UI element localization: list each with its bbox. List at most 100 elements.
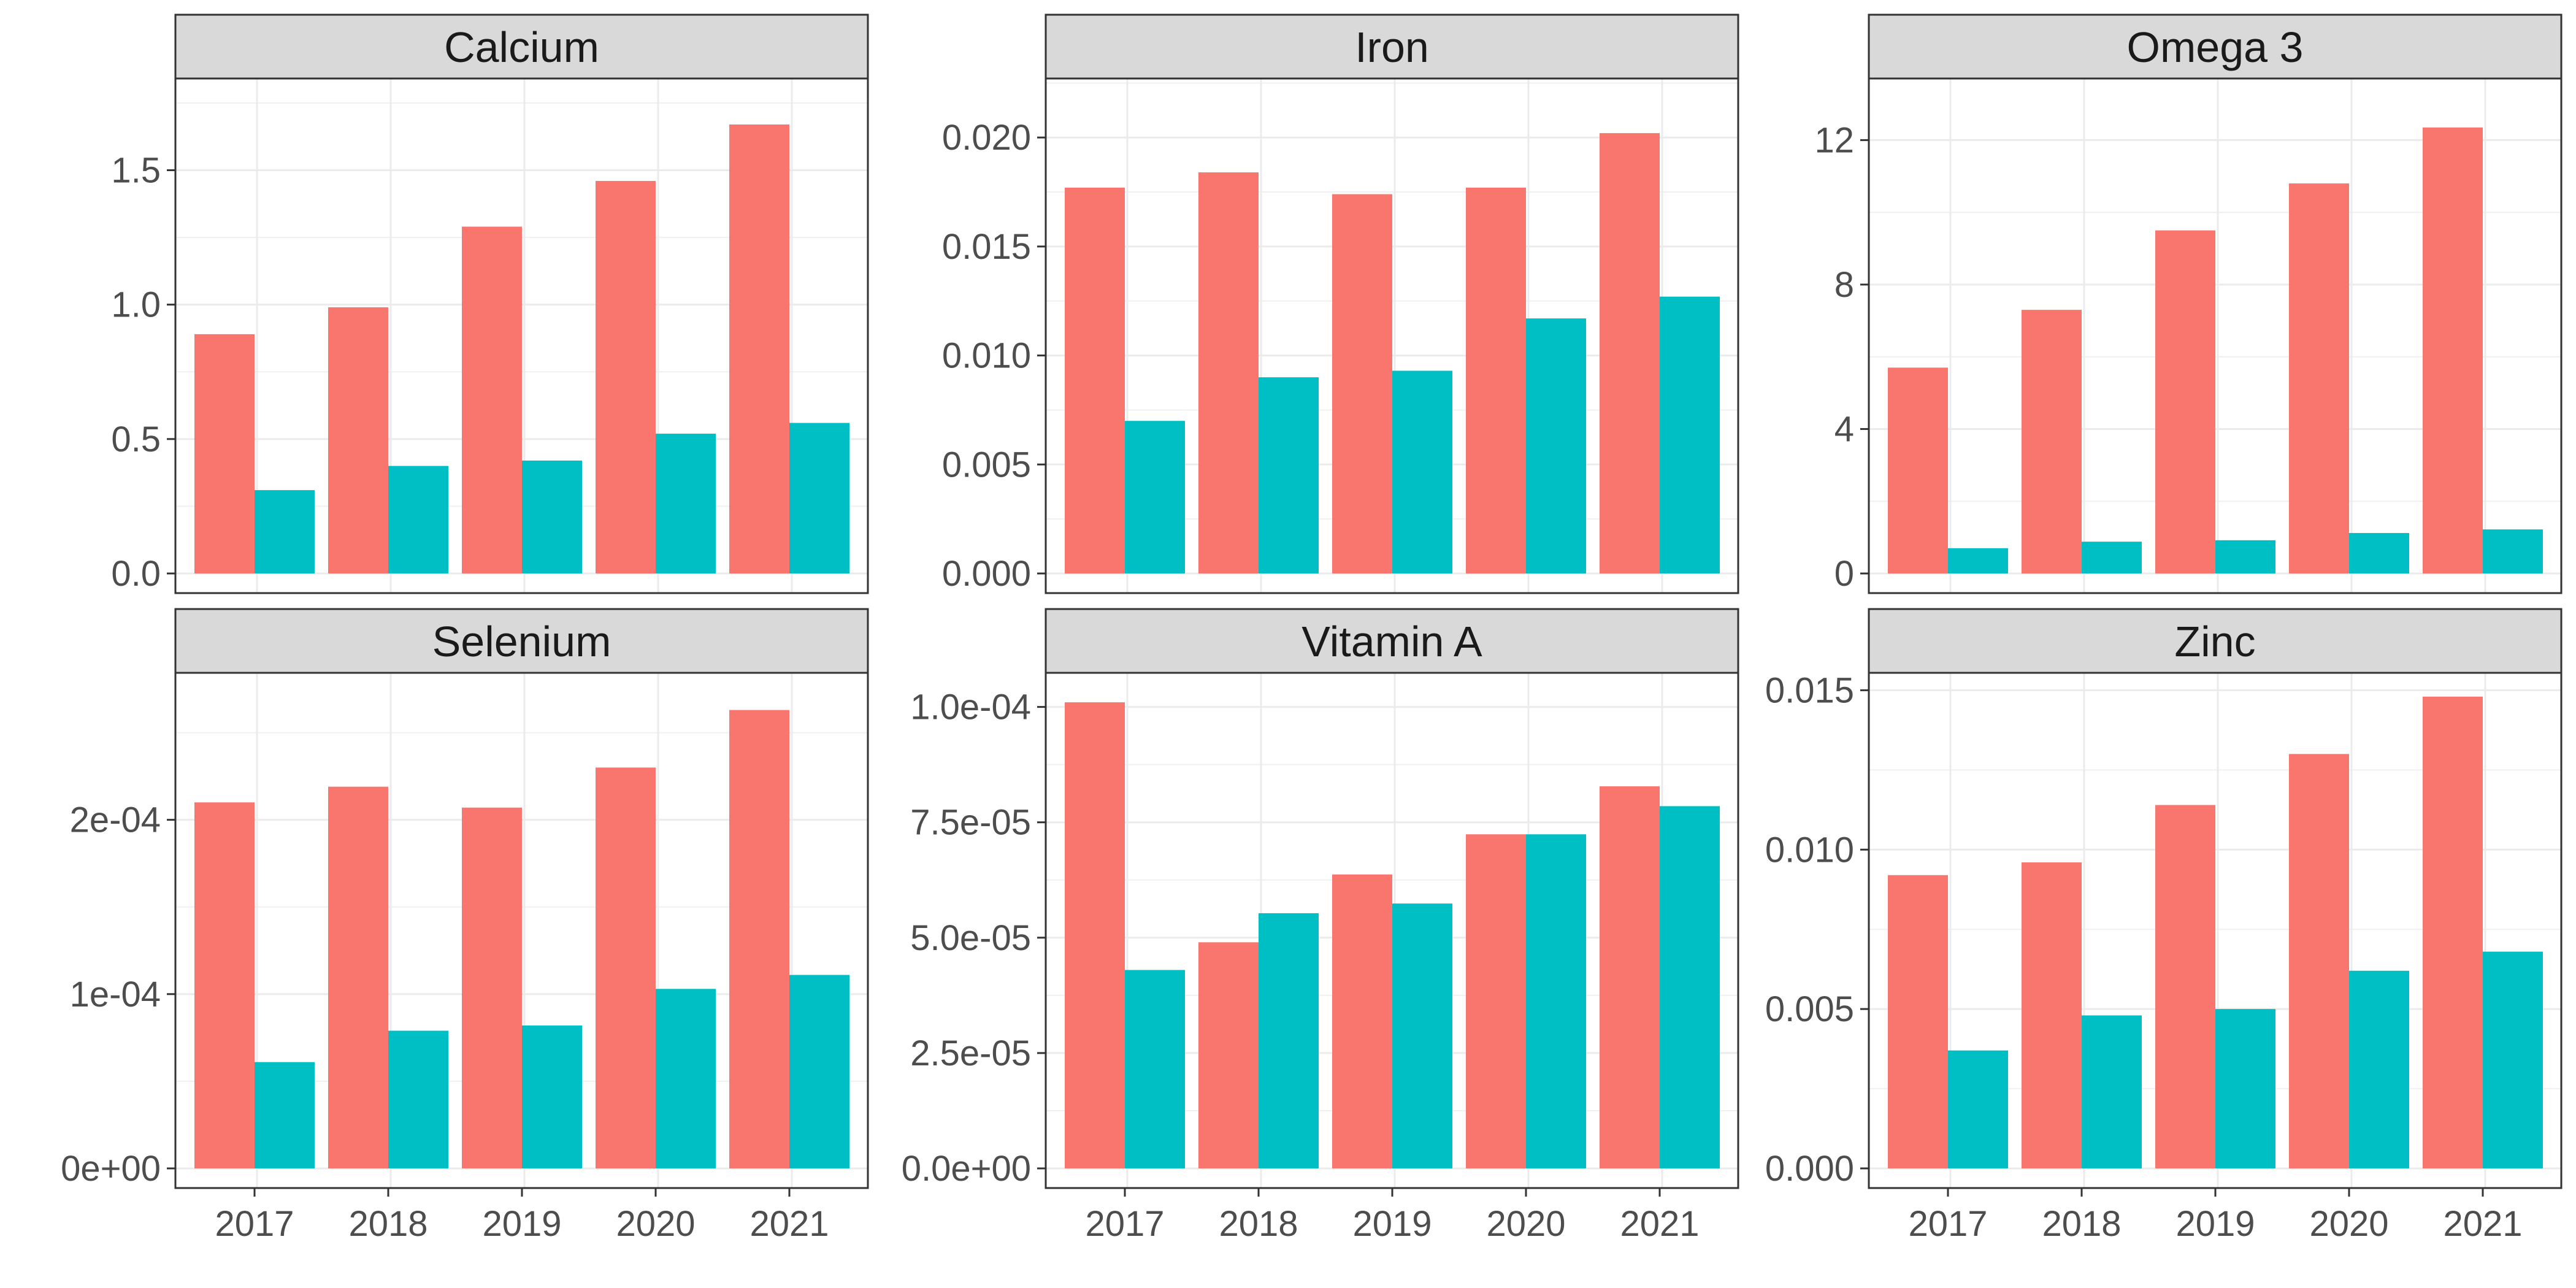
strip-title: Iron [1355,23,1429,71]
y-tick-label: 1.0e-04 [910,688,1031,727]
y-tick-label: 0.015 [942,227,1031,267]
bar-selenium-2019-s2 [522,1025,582,1168]
bar-calcium-2021-s2 [789,423,849,573]
bar-calcium-2017-s1 [194,334,255,573]
bar-selenium-2018-s2 [388,1030,448,1168]
y-tick-label: 0.010 [942,336,1031,376]
panel-zinc: 0.000 0.005 0.010 0.015 Zinc 2017 2018 2019 2020… [1765,608,2563,1244]
bar-calcium-2021-s1 [729,124,789,573]
bar-vitamin-a-2017-s1 [1065,702,1125,1168]
bar-calcium-2019-s1 [462,226,522,573]
bar-zinc-2020-s1 [2289,754,2349,1168]
bar-iron-2018-s2 [1259,377,1319,573]
strip-title: Vitamin A [1301,618,1482,665]
bar-omega-3-2020-s2 [2349,533,2409,573]
y-tick-label: 8 [1834,265,1854,305]
bar-iron-2021-s2 [1660,296,1720,573]
bar-vitamin-a-2017-s2 [1125,970,1185,1168]
bar-omega-3-2020-s1 [2289,183,2349,573]
bar-selenium-2017-s2 [255,1062,315,1168]
bar-iron-2021-s1 [1600,133,1660,574]
bar-vitamin-a-2020-s1 [1466,834,1526,1168]
bar-omega-3-2018-s2 [2082,542,2142,573]
y-tick-label: 0.000 [942,554,1031,594]
y-tick-label: 5.0e-05 [910,918,1031,958]
bar-selenium-2020-s1 [596,767,656,1168]
y-tick-label: 2e-04 [70,800,161,840]
bar-zinc-2017-s2 [1948,1050,2008,1168]
y-tick-label: 1.0 [111,285,161,325]
x-tick-label: 2017 [215,1204,294,1244]
y-tick-label: 0e+00 [61,1149,161,1189]
panel-vitamin-a: 0.0e+00 2.5e-05 5.0e-05 7.5e-05 1.0e-04 Vitam… [902,608,1739,1244]
bar-calcium-2017-s2 [255,490,315,573]
y-tick-label: 0.0e+00 [902,1149,1031,1189]
y-tick-label: 0.5 [111,420,161,459]
strip-background [1045,13,1739,80]
panel-selenium: 0e+00 1e-04 2e-04 Selenium 2017 2018 2019 2020 2… [61,608,869,1244]
strip-background [1045,608,1739,674]
bar-selenium-2017-s1 [194,802,255,1168]
bar-vitamin-a-2018-s2 [1259,913,1319,1168]
y-tick-label: 7.5e-05 [910,803,1031,843]
bar-zinc-2019-s2 [2215,1009,2275,1168]
bar-zinc-2020-s2 [2349,970,2409,1168]
bar-iron-2017-s2 [1125,421,1185,573]
bar-vitamin-a-2020-s2 [1526,834,1586,1168]
y-tick-label: 0.020 [942,118,1031,158]
bar-vitamin-a-2019-s2 [1392,903,1452,1168]
y-tick-label: 4 [1834,409,1854,449]
strip-title: Zinc [2174,618,2255,665]
bar-omega-3-2018-s1 [2022,310,2082,573]
strip-title: Selenium [432,618,611,665]
bar-zinc-2018-s2 [2082,1015,2142,1168]
strip-background [174,13,869,80]
strip-background [174,608,869,674]
bar-iron-2018-s1 [1198,172,1259,573]
y-tick-label: 0.005 [942,445,1031,485]
bar-vitamin-a-2019-s1 [1332,874,1392,1168]
y-tick-label: 2.5e-05 [910,1033,1031,1073]
bar-omega-3-2019-s2 [2215,540,2275,573]
x-tick-label: 2021 [1620,1204,1699,1244]
bar-zinc-2017-s1 [1888,875,1948,1168]
bar-vitamin-a-2021-s2 [1660,806,1720,1168]
bar-iron-2020-s1 [1466,187,1526,573]
panel-calcium: 0.0 0.5 1.0 1.5 Calcium [111,13,869,594]
bar-calcium-2019-s2 [522,460,582,573]
bar-calcium-2020-s2 [656,434,716,573]
bar-calcium-2018-s2 [388,466,448,573]
x-tick-label: 2018 [2042,1204,2121,1244]
bar-selenium-2020-s2 [656,989,716,1168]
strip-background [1868,13,2563,80]
bar-selenium-2021-s1 [729,710,789,1168]
y-tick-label: 0.015 [1765,670,1854,710]
bar-zinc-2021-s2 [2483,951,2543,1168]
x-tick-label: 2020 [616,1204,695,1244]
x-tick-label: 2017 [1085,1204,1164,1244]
y-tick-label: 0.0 [111,554,161,594]
x-tick-label: 2020 [2309,1204,2388,1244]
x-tick-label: 2019 [2175,1204,2255,1244]
y-tick-label: 0 [1834,554,1854,594]
x-tick-label: 2017 [1908,1204,1987,1244]
y-tick-label: 12 [1814,120,1854,160]
bar-selenium-2019-s1 [462,807,522,1168]
strip-title: Calcium [444,23,599,71]
bar-selenium-2021-s2 [789,975,849,1168]
bar-vitamin-a-2018-s1 [1198,942,1259,1168]
bar-zinc-2021-s1 [2423,696,2483,1168]
bar-omega-3-2021-s1 [2423,127,2483,573]
bar-selenium-2018-s1 [328,786,388,1168]
x-tick-label: 2020 [1486,1204,1565,1244]
strip-background [1868,608,2563,674]
x-tick-label: 2021 [2443,1204,2522,1244]
panel-omega-3: 0 4 8 12 Omega 3 [1814,13,2563,594]
bar-omega-3-2021-s2 [2483,529,2543,573]
bar-calcium-2020-s1 [596,181,656,573]
bar-iron-2020-s2 [1526,318,1586,573]
bar-omega-3-2017-s1 [1888,367,1948,573]
bar-iron-2019-s2 [1392,370,1452,573]
x-tick-label: 2018 [348,1204,427,1244]
